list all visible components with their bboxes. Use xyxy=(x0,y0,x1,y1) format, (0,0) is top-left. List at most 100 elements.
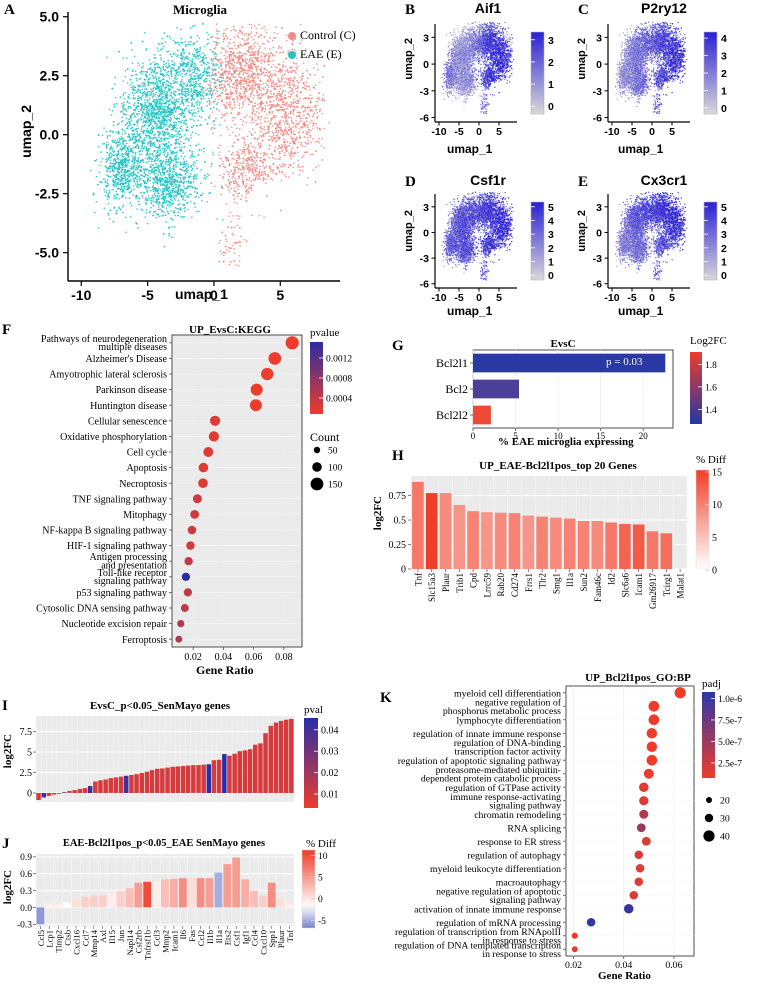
panel-c-scatter-points xyxy=(614,21,688,115)
legend-swatch xyxy=(288,50,296,59)
panel-g-bcl2-family-bar: G EvsC Bcl2l1 Bcl2 Bcl2l2 0 5 10 15 20 1.8 1.6 1… xyxy=(358,330,770,448)
panel-g-annotation: p = 0.03 xyxy=(606,356,642,368)
panel-f-count-legend-title: Count xyxy=(310,430,339,445)
panel-a-legend-item[interactable]: EAE (E) xyxy=(288,47,356,62)
panel-b-title: Aif1 xyxy=(433,0,543,16)
panel-h-gridlines xyxy=(410,476,688,570)
panel-f-title: UP_EvsC:KEGG xyxy=(160,324,300,336)
panel-f-xlabel: Gene Ratio xyxy=(196,663,254,678)
panel-h-top20-genes-bar: H UP_EAE-Bcl2l1pos_top 20 Genes 0.75 0.5 0… xyxy=(358,444,770,666)
panel-g-colorbar: 1.81.61.4 xyxy=(690,352,717,424)
panel-g-xlabel: % EAE microglia expressing xyxy=(498,436,634,448)
panel-i-ylabel: log2FC xyxy=(2,734,14,768)
panel-k-xticks: 0.02 0.04 0.06 xyxy=(565,956,683,971)
panel-j-senmayo-bcl2l1pos-bar: J EAE-Bcl2l1pos_p<0.05_EAE SenMayo genes… xyxy=(0,832,358,992)
panel-e-ticks: -10 -5 0 530-3-6 xyxy=(593,202,675,304)
panel-k-gridlines xyxy=(566,686,694,956)
panel-i-senmayo-evsc-bar: I EvsC_p<0.05_SenMayo genes 7.5 5 2.5 0 0.0… xyxy=(0,688,358,828)
panel-g-letter: G xyxy=(392,338,404,355)
panel-k-letter: K xyxy=(380,690,392,707)
panel-d-title: Csf1r xyxy=(433,172,543,188)
panel-f-pvalue-legend-title: pvalue xyxy=(310,327,339,339)
panel-e-scatter-points xyxy=(614,191,688,281)
legend-label: EAE (E) xyxy=(300,47,342,62)
panel-a-legend-item[interactable]: Control (C) xyxy=(288,28,356,43)
panel-j-category-labels: Ccl5Lcp1Timp2CtsbCxcl16Ccl7Mmp14AxlIl15J… xyxy=(36,926,295,960)
panel-h-ylabel: log2FC xyxy=(372,496,384,530)
panel-a-title: Microglia xyxy=(90,2,310,18)
panel-i-title: EvsC_p<0.05_SenMayo genes xyxy=(40,700,280,712)
panel-a-legend: Control (C) EAE (E) xyxy=(288,28,356,66)
panel-b-xlabel: umap_1 xyxy=(447,142,492,156)
panel-j-title: EAE-Bcl2l1pos_p<0.05_EAE SenMayo genes xyxy=(36,838,292,849)
panel-i-bars xyxy=(36,718,294,800)
panel-h-yticks: 0.750.50.250 xyxy=(389,491,411,576)
panel-f-gridlines xyxy=(172,335,302,647)
panel-j-legend-title: % Diff xyxy=(306,838,336,850)
panel-k-padj-legend-title: padj xyxy=(702,678,721,690)
panel-i-yticks: 7.552.50 xyxy=(20,727,36,799)
panel-b-ticks: -10 -5 0 530-3-6 xyxy=(420,32,502,138)
panel-g-bars xyxy=(473,353,666,425)
panel-d-ticks: -10 -5 0 530-3-6 xyxy=(420,202,502,304)
panel-g-legend-title: Log2FC xyxy=(690,335,727,347)
panel-k-title: UP_Bcl2l1pos_GO:BP xyxy=(558,672,718,684)
legend-swatch xyxy=(288,31,296,40)
panel-h-title: UP_EAE-Bcl2l1pos_top 20 Genes xyxy=(418,460,698,472)
panel-i-legend-title: pval xyxy=(304,704,323,716)
panel-c-title: P2ry12 xyxy=(604,0,724,16)
panel-h-letter: H xyxy=(392,448,404,465)
panel-b-letter: B xyxy=(405,2,415,19)
panel-j-yticks: 0.90.60.30.0-0.3 xyxy=(17,853,36,931)
panel-i-colorbar: 0.040.030.020.01 xyxy=(304,718,339,808)
panel-f-kegg-dotplot: F UP_EvsC:KEGG Pathways of neurodegenera… xyxy=(0,322,360,682)
panel-h-bars xyxy=(412,481,673,569)
panel-j-bars xyxy=(36,857,294,925)
panel-a-umap-microglia: A Microglia umap_2 umap_1 -10 -5 0 5 5.0 2.5 0… xyxy=(0,0,400,310)
panel-j-ylabel: log2FC xyxy=(2,870,14,904)
panel-j-letter: J xyxy=(2,836,10,853)
panel-i-letter: I xyxy=(2,698,8,715)
panel-e-letter: E xyxy=(578,174,588,191)
panel-c-ticks: -10 -5 0 530-3-6 xyxy=(593,32,675,138)
panel-h-legend-title: % Diff xyxy=(696,454,726,466)
panel-g-xticks: 0 5 10 15 20 xyxy=(471,428,648,441)
panel-f-xticks: 0.02 0.04 0.06 0.08 xyxy=(184,647,293,663)
panel-k-xlabel: Gene Ratio xyxy=(598,970,651,982)
panel-f-dots xyxy=(175,336,299,643)
panel-a-ticks: -10 -5 0 55.02.50.0-2.5-5.0 xyxy=(35,9,285,303)
panel-b-scatter-points xyxy=(441,21,515,115)
panel-a-scatter-points xyxy=(89,23,331,267)
panel-a-xlabel: umap_1 xyxy=(175,286,228,302)
panel-d-xlabel: umap_1 xyxy=(447,304,492,318)
panel-a-letter: A xyxy=(4,2,15,19)
panel-k-dots xyxy=(571,687,686,953)
panel-e-title: Cx3cr1 xyxy=(604,172,724,188)
panel-g-title: EvsC xyxy=(518,338,608,350)
panel-e-xlabel: umap_1 xyxy=(618,304,663,318)
panel-d-scatter-points xyxy=(441,191,515,281)
panel-k-gobp-dotplot: K UP_Bcl2l1pos_GO:BP myeloid cell differ… xyxy=(358,670,770,992)
panel-f-letter: F xyxy=(2,322,11,339)
panel-c-xlabel: umap_1 xyxy=(618,142,663,156)
panel-h-category-labels: Tnf Slc15a3 Plaur Trib1 Cpd Lrrc59 Rab20 Cd274 F… xyxy=(413,569,686,609)
panel-d-letter: D xyxy=(405,174,416,191)
legend-label: Control (C) xyxy=(300,28,356,43)
panel-j-gridlines xyxy=(35,854,295,926)
panel-c-letter: C xyxy=(578,2,589,19)
